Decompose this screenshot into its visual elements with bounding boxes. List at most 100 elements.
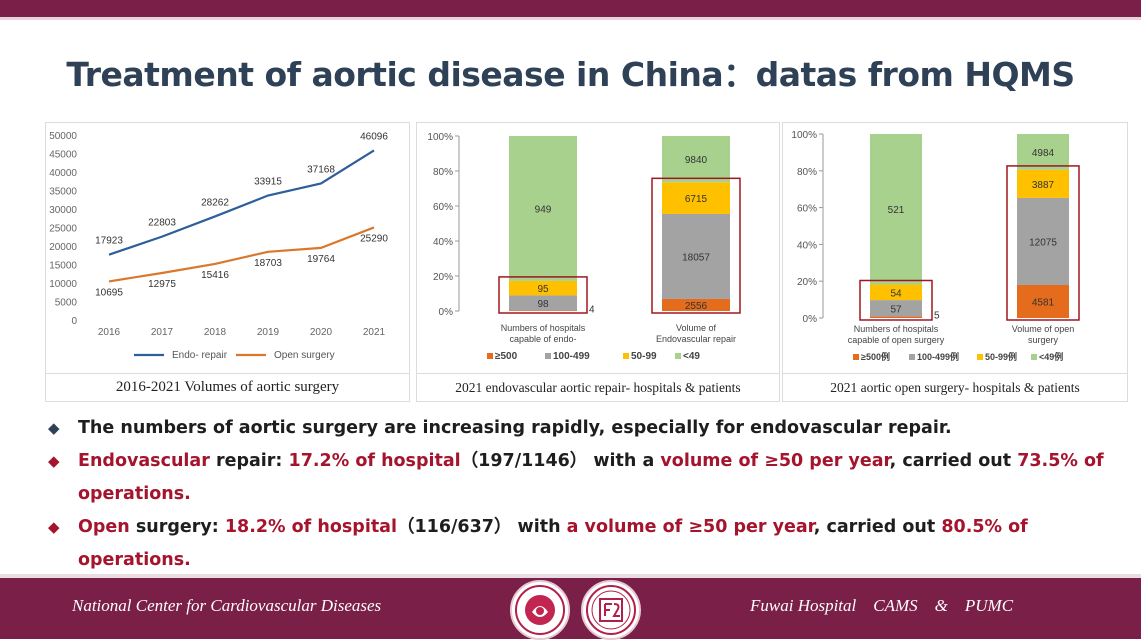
y-tick-label: 10000 — [49, 279, 77, 290]
diamond-bullet-icon: ◆ — [48, 452, 60, 470]
bar-segment — [1017, 197, 1069, 285]
caption-bar — [46, 373, 409, 400]
bullet-text: 80.5% of operations. — [78, 517, 1028, 570]
bar-segment — [1017, 169, 1069, 198]
bullet-text: 18.2% of hospital — [224, 517, 397, 537]
legend-swatch — [1031, 354, 1037, 360]
y-tick-label: 60% — [433, 202, 453, 213]
bar-segment — [1017, 284, 1069, 318]
bar-segment — [1017, 134, 1069, 170]
data-label: 4984 — [1032, 148, 1055, 159]
legend-swatch — [909, 354, 915, 360]
legend-label: 50-99例 — [985, 351, 1017, 362]
data-label: 949 — [535, 204, 552, 215]
y-tick-label: 40% — [433, 237, 453, 248]
category-label: Volume of open — [1012, 324, 1075, 334]
bullet-text: , carried out — [889, 451, 1018, 471]
line-chart: 0 5000 10000 15000 20000 25000 30000 35000 40000… — [49, 131, 388, 361]
diamond-bullet-icon: ◆ — [48, 518, 60, 536]
bullet-text: a volume of ≥50 per year — [566, 517, 814, 537]
data-label: 3887 — [1032, 180, 1055, 191]
y-tick-label: 20% — [433, 272, 453, 283]
endovascular-chart-panel: 0% 20% 40% 60% 80% 100% 4 98 95 949 Numbers of hos… — [416, 122, 780, 402]
data-label: 12975 — [148, 279, 176, 290]
data-label: 98 — [537, 299, 549, 310]
data-label: 28262 — [201, 197, 229, 208]
data-label: 22803 — [148, 218, 176, 229]
y-tick-label: 0 — [71, 316, 77, 327]
top-banner — [0, 0, 1141, 17]
caption-bar — [417, 373, 779, 400]
line-chart-caption: 2016-2021 Volumes of aortic surgery — [115, 379, 340, 395]
category-label: capable of endo- — [509, 334, 576, 344]
bullet-item: ◆ Open surgery: 18.2% of hospital（116/63… — [48, 511, 1128, 577]
ncc-logo-icon — [510, 580, 570, 640]
y-tick-label: 45000 — [49, 150, 77, 161]
category-label: surgery — [1028, 335, 1059, 345]
endovascular-stacked-bar-chart: 0% 20% 40% 60% 80% 100% 4 98 95 949 Numbers of hos… — [427, 132, 741, 362]
caption-bar — [783, 373, 1127, 400]
data-label: 17923 — [95, 236, 123, 247]
y-tick-label: 50000 — [49, 131, 77, 142]
bullet-text: 17.2% of hospital — [288, 451, 461, 471]
bar-segment — [662, 298, 730, 311]
legend-swatch — [977, 354, 983, 360]
bar-segment — [509, 280, 577, 296]
category-label: Volume of — [676, 323, 717, 333]
bar-segment — [662, 213, 730, 299]
footer-left-text: National Center for Cardiovascular Disea… — [72, 596, 382, 615]
data-label: 2556 — [685, 301, 708, 312]
data-label: 5 — [934, 311, 940, 322]
data-label: 4 — [589, 304, 595, 315]
data-label: 54 — [890, 288, 902, 299]
bullet-text: volume of ≥50 per year — [660, 451, 890, 471]
open-surgery-chart-caption: 2021 aortic open surgery- hospitals & pa… — [830, 380, 1080, 395]
open-surgery-stacked-bar-chart: 0% 20% 40% 60% 80% 100% 5 57 54 521 Numbers of hos… — [791, 130, 1080, 362]
highlight-box — [859, 279, 933, 321]
legend-label: <49 — [683, 351, 700, 362]
legend-label: 100-499例 — [917, 351, 959, 362]
open-surgery-chart-panel: 0% 20% 40% 60% 80% 100% 5 57 54 521 Numbers of hos… — [782, 122, 1128, 402]
y-tick-label: 60% — [797, 204, 817, 215]
bullet-text: repair: — [209, 451, 289, 471]
legend-swatch — [853, 354, 859, 360]
y-tick-label: 80% — [433, 167, 453, 178]
y-tick-label: 40000 — [49, 168, 77, 179]
highlight-box — [651, 177, 741, 314]
data-label: 12075 — [1029, 237, 1057, 248]
highlight-box — [498, 276, 588, 314]
x-tick-label: 2017 — [151, 327, 174, 338]
footer-rule — [0, 574, 1141, 578]
bullet-text: （197/1146） with a — [460, 451, 661, 471]
legend-swatch — [487, 353, 493, 359]
data-label: 521 — [888, 205, 905, 216]
bar-segment — [870, 316, 922, 318]
legend-label: Endo- repair — [172, 350, 228, 361]
bullet-item: ◆ Endovascular repair: 17.2% of hospital… — [48, 445, 1128, 511]
legend-label: 50-99 — [631, 351, 657, 362]
category-label: Numbers of hospitals — [501, 323, 586, 333]
bar-segment — [870, 134, 922, 285]
y-tick-label: 15000 — [49, 261, 77, 272]
legend-label: ≥500 — [495, 351, 518, 362]
x-tick-label: 2019 — [257, 327, 280, 338]
data-label: 57 — [890, 304, 902, 315]
bar-segment — [870, 284, 922, 301]
bullet-text: 73.5% of operations. — [78, 451, 1104, 504]
data-label: 25290 — [360, 233, 388, 244]
x-tick-label: 2021 — [363, 327, 386, 338]
y-tick-label: 0% — [803, 314, 818, 325]
data-label: 9840 — [685, 155, 708, 166]
category-label: capable of open surgery — [848, 335, 945, 345]
data-label: 6715 — [685, 194, 708, 205]
y-tick-label: 30000 — [49, 205, 77, 216]
data-label: 15416 — [201, 270, 229, 281]
fuwai-logo-icon — [581, 580, 641, 640]
y-tick-label: 20% — [797, 277, 817, 288]
y-tick-label: 100% — [427, 132, 453, 143]
top-banner-rule — [0, 17, 1141, 20]
data-label: 46096 — [360, 131, 388, 142]
y-tick-label: 20000 — [49, 242, 77, 253]
data-label: 95 — [537, 284, 549, 295]
data-label: 33915 — [254, 177, 282, 188]
